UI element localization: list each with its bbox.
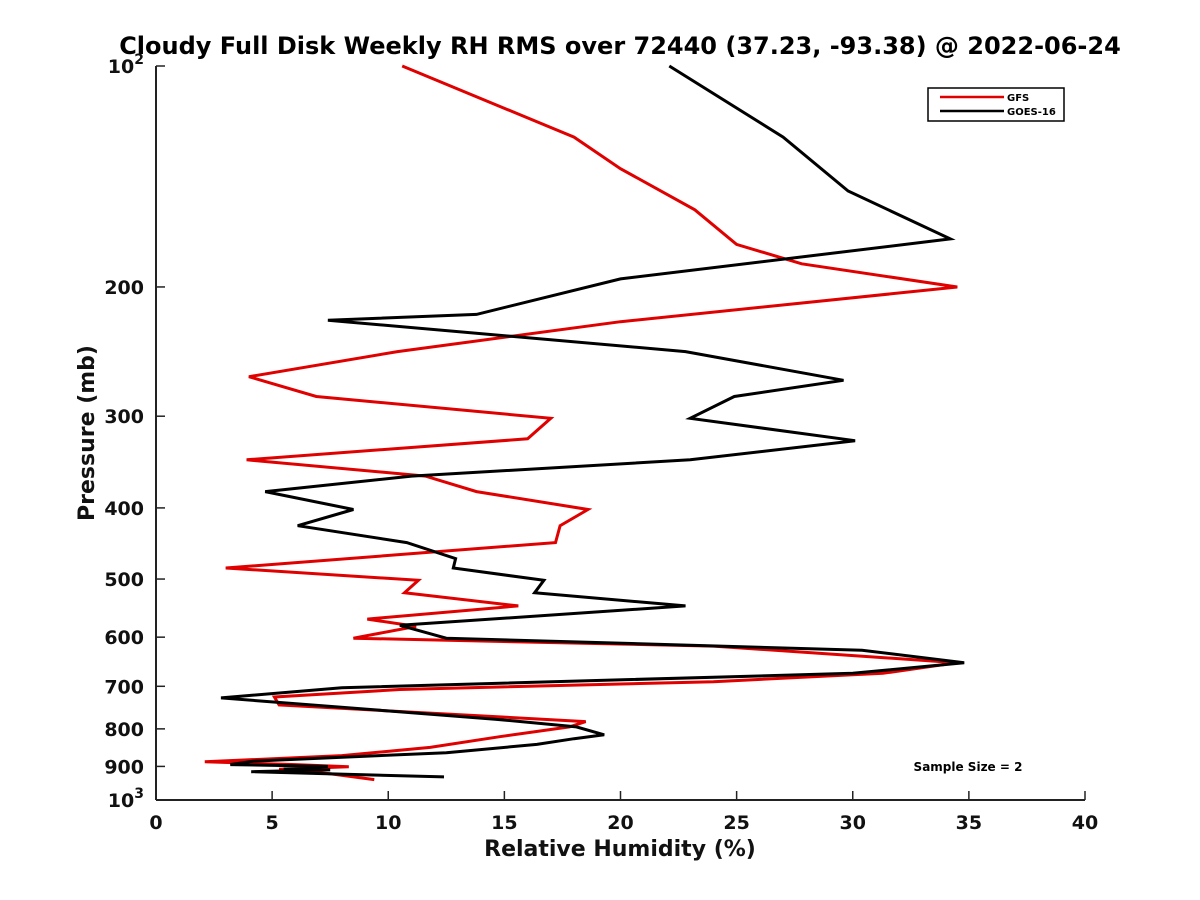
y-tick-base: 10 [108,790,134,812]
y-tick-label: 900 [104,756,144,778]
y-tick-exponent: 2 [134,52,144,68]
series-line-gfs [204,64,958,782]
series-line-goes16 [220,64,965,779]
y-tick-label: 103 [108,786,144,812]
y-tick-label: 102 [108,52,144,78]
y-axis-label: Pressure (mb) [75,345,100,521]
x-tick-label: 15 [491,812,517,834]
x-tick-label: 25 [723,812,749,834]
y-tick-exponent: 3 [134,786,144,802]
chart-title: Cloudy Full Disk Weekly RH RMS over 7244… [119,32,1121,60]
y-tick-label: 700 [104,676,144,698]
x-tick-label: 5 [266,812,279,834]
sample-size-annotation: Sample Size = 2 [914,760,1023,774]
x-axis-label: Relative Humidity (%) [484,837,756,862]
legend-label-gfs: GFS [1007,93,1029,104]
legend-box [927,87,1065,122]
x-ticks: 0 5 10 15 20 25 30 35 40 [149,791,1098,834]
series-lines [204,64,965,782]
y-tick-base: 10 [108,56,134,78]
x-tick-label: 40 [1072,812,1098,834]
y-tick-label: 300 [104,406,144,428]
legend-label-goes16: GOES-16 [1007,107,1056,118]
x-tick-label: 30 [840,812,866,834]
x-tick-label: 35 [956,812,982,834]
y-tick-label: 400 [104,498,144,520]
y-tick-label: 600 [104,627,144,649]
axes [155,66,1085,801]
y-tick-label: 800 [104,719,144,741]
y-tick-label: 200 [104,277,144,299]
x-tick-label: 0 [149,812,162,834]
x-tick-label: 10 [375,812,401,834]
x-tick-label: 20 [607,812,633,834]
legend: GFS GOES-16 [927,87,1065,122]
y-tick-label: 500 [104,569,144,591]
